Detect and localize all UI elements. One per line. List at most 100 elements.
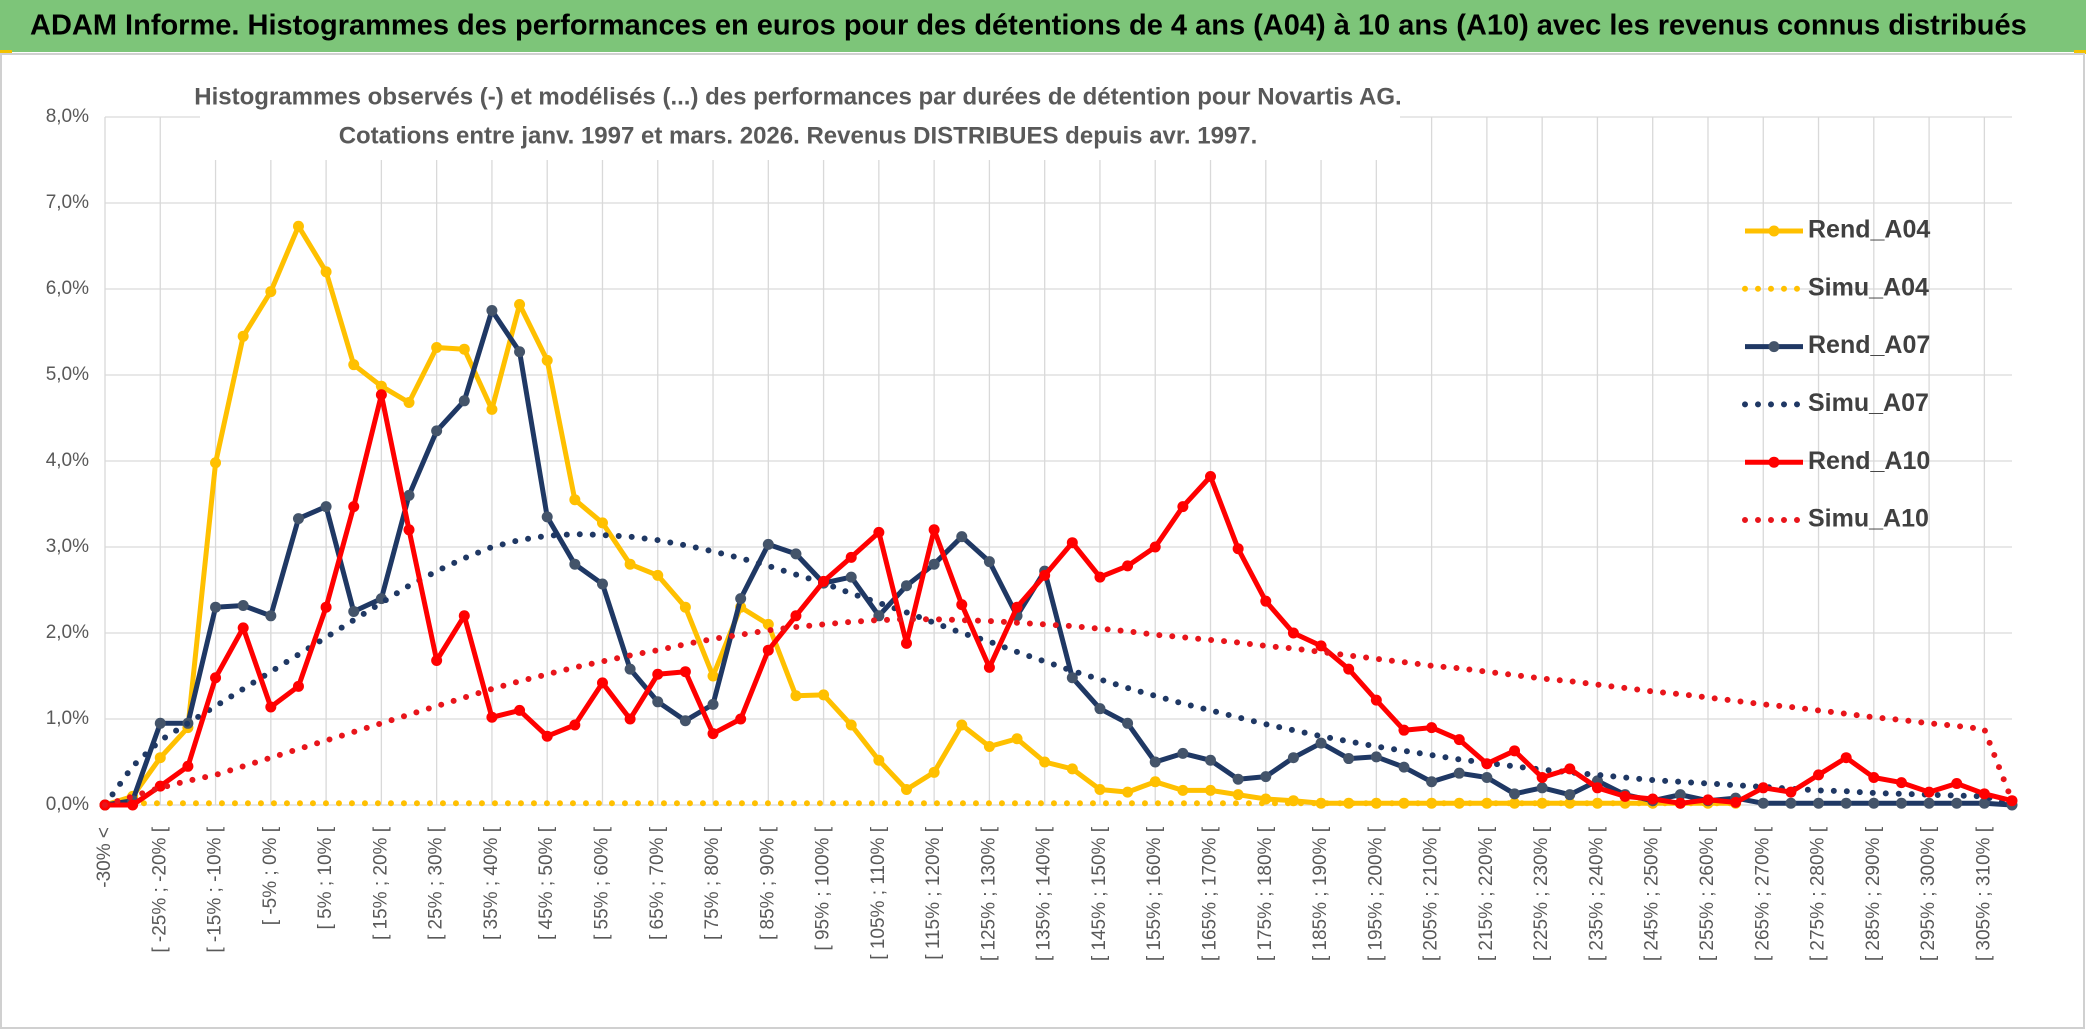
data-point xyxy=(514,346,526,358)
data-point xyxy=(210,672,222,684)
y-tick-label: 5,0% xyxy=(46,364,89,385)
data-point xyxy=(1343,663,1355,675)
data-point xyxy=(1426,722,1438,734)
x-tick-label: [ 55% ; 60% [ xyxy=(591,826,612,940)
data-point xyxy=(1287,752,1299,764)
data-point xyxy=(375,380,387,392)
data-point xyxy=(1094,784,1106,796)
x-tick-label: [ 155% ; 160% [ xyxy=(1144,826,1165,961)
data-point xyxy=(403,397,415,409)
legend-label: Simu_A07 xyxy=(1808,389,1929,417)
data-point xyxy=(1785,797,1797,809)
data-point xyxy=(127,799,139,811)
data-point xyxy=(1785,786,1797,798)
x-tick-label: [ -5% ; 0% [ xyxy=(260,826,281,925)
data-point xyxy=(237,599,249,611)
data-point xyxy=(845,719,857,731)
data-point xyxy=(762,538,774,550)
x-tick-label: [ 305% ; 310% [ xyxy=(1973,826,1994,961)
data-point xyxy=(265,286,277,298)
data-point xyxy=(1122,786,1134,798)
chart-title: Histogrammes observés (-) et modélisés (… xyxy=(194,83,1401,110)
data-point xyxy=(873,526,885,538)
data-point xyxy=(1564,789,1576,801)
data-point xyxy=(514,298,526,310)
data-point xyxy=(292,220,304,232)
data-point xyxy=(1978,788,1990,800)
data-point xyxy=(1453,734,1465,746)
data-point xyxy=(652,696,664,708)
data-point xyxy=(431,341,443,353)
data-point xyxy=(292,513,304,525)
x-tick-label: [ 275% ; 280% [ xyxy=(1808,826,1829,961)
series-line xyxy=(102,616,2015,808)
data-point xyxy=(375,389,387,401)
data-point xyxy=(928,766,940,778)
data-point xyxy=(1923,797,1935,809)
x-tick-label: [ 175% ; 180% [ xyxy=(1255,826,1276,961)
data-point xyxy=(1011,601,1023,613)
data-point xyxy=(1343,753,1355,765)
x-tick-label: [ 285% ; 290% [ xyxy=(1863,826,1884,961)
series-line xyxy=(102,800,1739,808)
data-point xyxy=(1702,794,1714,806)
data-point xyxy=(1149,776,1161,788)
data-point xyxy=(1481,758,1493,770)
data-point xyxy=(983,661,995,673)
chart-frame xyxy=(0,53,2085,1029)
data-point xyxy=(652,569,664,581)
legend-marker xyxy=(1768,341,1780,353)
title-backdrop xyxy=(200,78,1400,160)
data-point xyxy=(486,403,498,415)
data-point xyxy=(1674,797,1686,809)
data-point xyxy=(237,622,249,634)
data-point xyxy=(956,719,968,731)
data-point xyxy=(1674,789,1686,801)
data-point xyxy=(1039,756,1051,768)
data-point xyxy=(1564,797,1576,809)
data-point xyxy=(900,580,912,592)
data-point xyxy=(1315,737,1327,749)
data-point xyxy=(707,698,719,710)
data-point xyxy=(900,637,912,649)
data-point xyxy=(210,601,222,613)
data-point xyxy=(1177,784,1189,796)
x-tick-label: [ 195% ; 200% [ xyxy=(1365,826,1386,961)
x-tick-label: [ 245% ; 250% [ xyxy=(1642,826,1663,961)
data-point xyxy=(403,489,415,501)
data-point xyxy=(596,578,608,590)
data-point xyxy=(486,305,498,316)
data-point xyxy=(210,457,222,469)
data-point xyxy=(569,719,581,731)
x-tick-label: [ 85% ; 90% [ xyxy=(757,826,778,940)
data-point xyxy=(154,717,166,729)
data-point xyxy=(1177,501,1189,513)
data-point xyxy=(1370,751,1382,763)
data-point xyxy=(956,599,968,611)
y-tick-label: 7,0% xyxy=(46,192,89,213)
data-point xyxy=(1370,694,1382,706)
series-line xyxy=(105,392,2013,808)
data-point xyxy=(1757,782,1769,794)
x-tick-label: [ 295% ; 300% [ xyxy=(1918,826,1939,961)
x-tick-label: -30% < xyxy=(94,827,115,888)
data-point xyxy=(1895,797,1907,809)
data-point xyxy=(431,425,443,437)
data-point xyxy=(652,668,664,680)
chart-subtitle: Cotations entre janv. 1997 et mars. 2026… xyxy=(339,122,1258,149)
data-point xyxy=(1205,754,1217,766)
x-tick-label: [ 15% ; 20% [ xyxy=(370,826,391,940)
x-tick-label: [ 105% ; 110% [ xyxy=(868,826,889,959)
data-point xyxy=(1232,789,1244,801)
data-point xyxy=(1840,752,1852,764)
data-point xyxy=(458,343,470,355)
y-tick-label: 8,0% xyxy=(46,106,89,127)
data-point xyxy=(403,524,415,536)
data-point xyxy=(1426,776,1438,788)
data-point xyxy=(1564,763,1576,775)
data-point xyxy=(1122,560,1134,572)
data-point xyxy=(983,556,995,568)
x-tick-label: [ 25% ; 30% [ xyxy=(426,826,447,940)
y-tick-label: 6,0% xyxy=(46,278,89,299)
